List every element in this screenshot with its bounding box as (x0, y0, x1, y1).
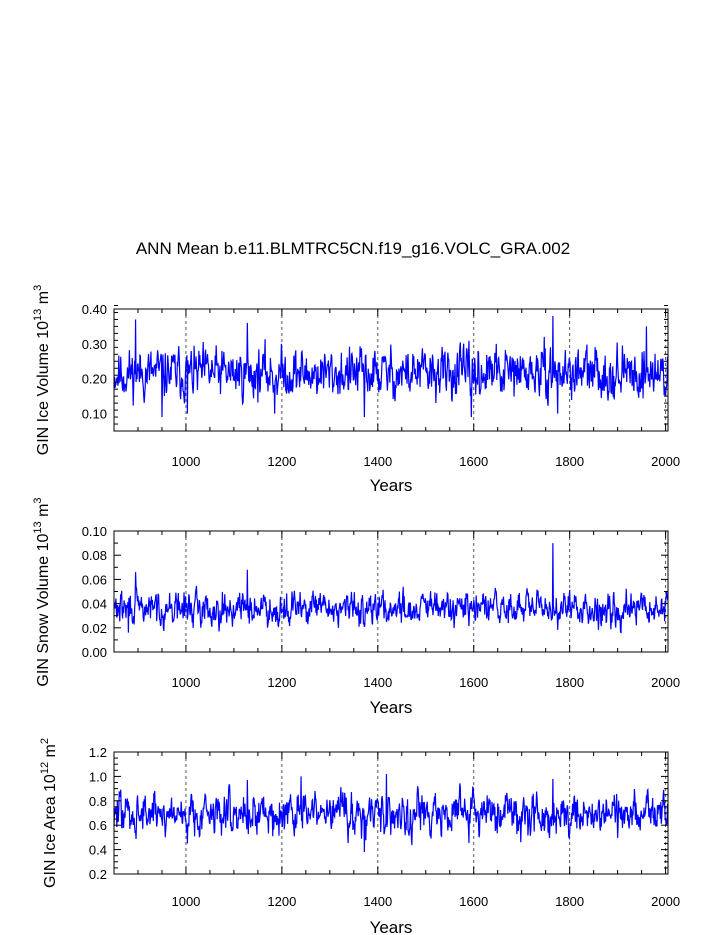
y-tick-label: 0.8 (89, 794, 107, 809)
y-axis-label: GIN Snow Volume 1013 m3 (32, 497, 52, 686)
y-tick-label: 0.04 (82, 597, 107, 612)
x-tick-label: 1400 (363, 675, 392, 690)
x-tick-label: 1400 (363, 454, 392, 469)
x-tick-label: 1800 (555, 454, 584, 469)
x-tick-label: 2000 (651, 894, 680, 909)
y-tick-label: 0.06 (82, 572, 107, 587)
x-axis-label: Years (370, 918, 413, 935)
y-tick-label: 0.02 (82, 621, 107, 636)
y-tick-label: 0.20 (82, 372, 107, 387)
x-axis-label: Years (370, 698, 413, 717)
y-axis-label: GIN Ice Volume 1013 m3 (32, 285, 52, 455)
y-tick-label: 0.10 (82, 524, 107, 539)
x-tick-label: 1000 (171, 894, 200, 909)
x-tick-label: 1800 (555, 675, 584, 690)
y-tick-label: 0.30 (82, 337, 107, 352)
y-tick-label: 0.00 (82, 645, 107, 660)
x-axis-label: Years (370, 476, 413, 495)
panel-ice-volume: 1000 1200 1400 1600 1800 2000 0.10 0.20 0.30 0.40… (32, 285, 680, 495)
series-line-ice-area (113, 773, 669, 853)
y-tick-label: 0.08 (82, 548, 107, 563)
y-tick-label: 1.0 (89, 769, 107, 784)
y-tick-label: 0.10 (82, 407, 107, 422)
y-tick-label: 0.40 (82, 302, 107, 317)
y-axis-label: GIN Ice Area 1012 m2 (39, 738, 59, 888)
x-tick-label: 1600 (459, 894, 488, 909)
x-tick-label: 2000 (651, 675, 680, 690)
x-tick-label: 1200 (267, 894, 296, 909)
x-tick-label: 1600 (459, 675, 488, 690)
y-tick-label: 1.2 (89, 745, 107, 760)
y-tick-label: 0.6 (89, 818, 107, 833)
x-tick-label: 1000 (171, 454, 200, 469)
y-tick-label: 0.4 (89, 843, 107, 858)
y-tick-label: 0.2 (89, 867, 107, 882)
panel-ice-area: 1000 1200 1400 1600 1800 2000 0.2 0.4 0.6 0.8 1.0 1… (39, 738, 680, 935)
series-line-snow-volume (113, 543, 669, 634)
x-tick-label: 1000 (171, 675, 200, 690)
x-tick-label: 2000 (651, 454, 680, 469)
panels: 1000 1200 1400 1600 1800 20000.100.200.300.40… (32, 285, 680, 935)
x-tick-label: 1800 (555, 894, 584, 909)
x-tick-label: 1200 (267, 675, 296, 690)
series-line-ice-volume (113, 315, 669, 418)
x-tick-label: 1200 (267, 454, 296, 469)
x-tick-label: 1600 (459, 454, 488, 469)
x-tick-label: 1400 (363, 894, 392, 909)
plot-frame (113, 308, 669, 432)
panel-snow-volume: 1000 1200 1400 1600 1800 2000 0.00 0.02 0.04 0.06… (32, 497, 680, 717)
chart-title: ANN Mean b.e11.BLMTRC5CN.f19_g16.VOLC_GR… (136, 239, 570, 258)
